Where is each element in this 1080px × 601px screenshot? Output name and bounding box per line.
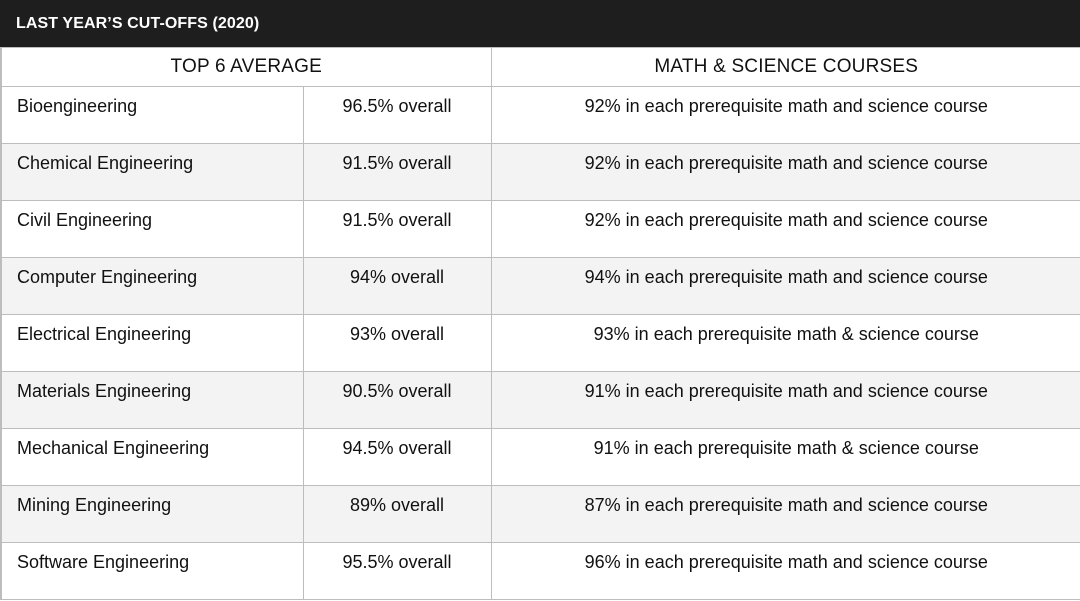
program-name: Chemical Engineering bbox=[0, 143, 304, 201]
top6-average-value: 93% overall bbox=[302, 314, 492, 372]
top6-average-value: 94.5% overall bbox=[302, 428, 492, 486]
program-name: Electrical Engineering bbox=[0, 314, 304, 372]
top6-average-value: 90.5% overall bbox=[302, 371, 492, 429]
top6-average-value: 96.5% overall bbox=[302, 86, 492, 144]
top6-average-value: 94% overall bbox=[302, 257, 492, 315]
program-name: Computer Engineering bbox=[0, 257, 304, 315]
math-science-requirement: 91% in each prerequisite math & science … bbox=[490, 428, 1080, 486]
table-body: Bioengineering 96.5% overall 92% in each… bbox=[0, 86, 1080, 600]
math-science-requirement: 94% in each prerequisite math and scienc… bbox=[490, 257, 1080, 315]
top6-average-value: 89% overall bbox=[302, 485, 492, 543]
header-row: TOP 6 AVERAGE MATH & SCIENCE COURSES bbox=[0, 47, 1080, 87]
program-name: Software Engineering bbox=[0, 542, 304, 600]
math-science-requirement: 92% in each prerequisite math and scienc… bbox=[490, 86, 1080, 144]
math-science-requirement: 92% in each prerequisite math and scienc… bbox=[490, 143, 1080, 201]
table-row: Bioengineering 96.5% overall 92% in each… bbox=[0, 86, 1080, 144]
table-row: Civil Engineering 91.5% overall 92% in e… bbox=[0, 200, 1080, 258]
program-name: Materials Engineering bbox=[0, 371, 304, 429]
top6-average-value: 95.5% overall bbox=[302, 542, 492, 600]
table-row: Materials Engineering 90.5% overall 91% … bbox=[0, 371, 1080, 429]
math-science-requirement: 91% in each prerequisite math and scienc… bbox=[490, 371, 1080, 429]
table-row: Mining Engineering 89% overall 87% in ea… bbox=[0, 485, 1080, 543]
header-top6-average: TOP 6 AVERAGE bbox=[0, 47, 492, 87]
program-name: Mechanical Engineering bbox=[0, 428, 304, 486]
top6-average-value: 91.5% overall bbox=[302, 143, 492, 201]
program-name: Mining Engineering bbox=[0, 485, 304, 543]
math-science-requirement: 96% in each prerequisite math and scienc… bbox=[490, 542, 1080, 600]
header-math-science-courses: MATH & SCIENCE COURSES bbox=[490, 47, 1080, 87]
table-title: LAST YEAR’S CUT-OFFS (2020) bbox=[0, 0, 1080, 47]
math-science-requirement: 93% in each prerequisite math & science … bbox=[490, 314, 1080, 372]
cutoffs-table: TOP 6 AVERAGE MATH & SCIENCE COURSES Bio… bbox=[0, 47, 1080, 600]
program-name: Civil Engineering bbox=[0, 200, 304, 258]
table-row: Software Engineering 95.5% overall 96% i… bbox=[0, 542, 1080, 600]
table-row: Electrical Engineering 93% overall 93% i… bbox=[0, 314, 1080, 372]
program-name: Bioengineering bbox=[0, 86, 304, 144]
table-row: Computer Engineering 94% overall 94% in … bbox=[0, 257, 1080, 315]
table-row: Mechanical Engineering 94.5% overall 91%… bbox=[0, 428, 1080, 486]
table-row: Chemical Engineering 91.5% overall 92% i… bbox=[0, 143, 1080, 201]
math-science-requirement: 87% in each prerequisite math and scienc… bbox=[490, 485, 1080, 543]
top6-average-value: 91.5% overall bbox=[302, 200, 492, 258]
math-science-requirement: 92% in each prerequisite math and scienc… bbox=[490, 200, 1080, 258]
